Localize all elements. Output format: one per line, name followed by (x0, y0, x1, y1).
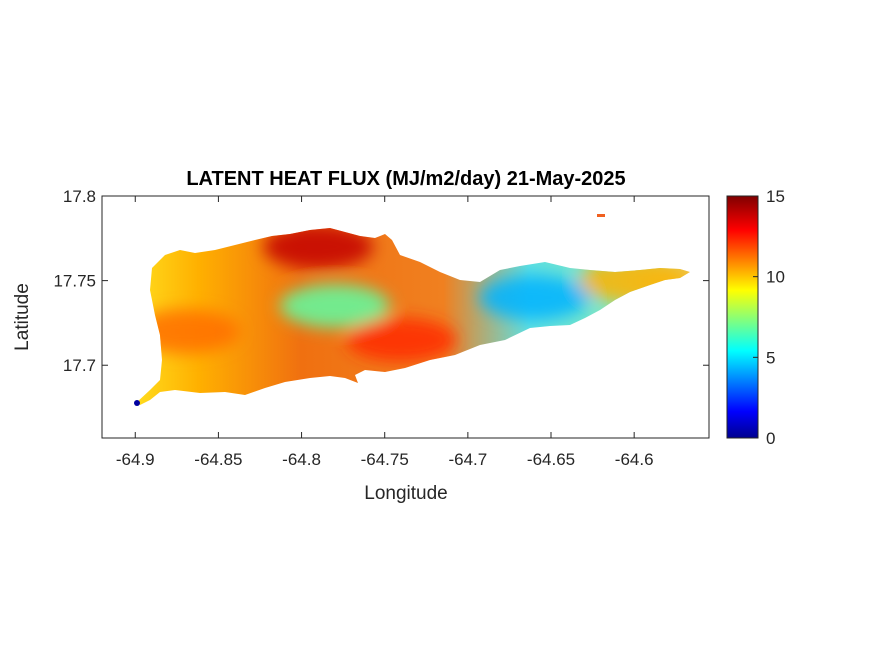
x-tick-label: -64.7 (448, 450, 487, 469)
chart-title: LATENT HEAT FLUX (MJ/m2/day) 21-May-2025 (186, 168, 625, 190)
colorbar-ticks: 0 5 10 15 (753, 187, 785, 448)
y-axis-label: Latitude (12, 283, 33, 351)
colorbar-tick-label: 0 (766, 429, 775, 448)
y-tick-label: 17.8 (63, 187, 96, 206)
colorbar-tick-label: 5 (766, 348, 775, 367)
colorbar-tick-label: 15 (766, 187, 785, 206)
colorbar-tick-label: 10 (766, 268, 785, 287)
region-central-band (279, 284, 390, 328)
x-axis-label: Longitude (364, 483, 447, 504)
region-north-central (263, 228, 374, 269)
x-tick-label: -64.9 (116, 450, 155, 469)
region-east-central (479, 275, 590, 320)
islet-northeast (597, 214, 605, 217)
x-axis-ticks: -64.9 -64.85 -64.8 -64.75 -64.7 -64.65 -64.6 (116, 196, 654, 469)
x-tick-label: -64.8 (282, 450, 321, 469)
x-tick-label: -64.6 (615, 450, 654, 469)
colorbar (726, 195, 759, 439)
islet-west-tip (134, 400, 140, 406)
x-tick-label: -64.75 (361, 450, 409, 469)
y-tick-label: 17.75 (53, 272, 96, 291)
x-tick-label: -64.85 (194, 450, 242, 469)
y-tick-label: 17.7 (63, 356, 96, 375)
y-axis-ticks: 17.7 17.75 17.8 (53, 187, 709, 375)
region-south-central (346, 317, 457, 362)
x-tick-label: -64.65 (527, 450, 575, 469)
